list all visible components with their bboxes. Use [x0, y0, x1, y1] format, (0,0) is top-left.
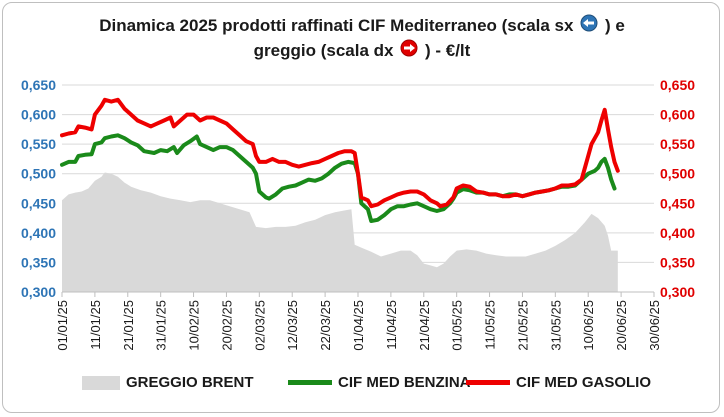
- y-right-tick-label: 0,300: [660, 284, 695, 300]
- title-line-1: Dinamica 2025 prodotti raffinati CIF Med…: [0, 14, 724, 39]
- x-tick-label: 31/05/25: [548, 300, 563, 351]
- legend-label-benzina: CIF MED BENZINA: [338, 374, 471, 391]
- y-right-tick-label: 0,350: [660, 254, 695, 270]
- legend-label-gasolio: CIF MED GASOLIO: [516, 374, 651, 391]
- y-left-tick-label: 0,550: [21, 136, 56, 152]
- x-tick-label: 11/04/25: [384, 300, 399, 350]
- legend: GREGGIO BRENT CIF MED BENZINA CIF MED GA…: [0, 374, 724, 398]
- y-left-tick-label: 0,600: [21, 107, 56, 123]
- x-tick-label: 20/02/25: [219, 300, 234, 351]
- legend-swatch-benzina: [288, 380, 332, 385]
- x-tick-label: 30/06/25: [647, 300, 662, 351]
- x-tick-label: 10/02/25: [187, 300, 202, 351]
- y-right-tick-label: 0,550: [660, 136, 695, 152]
- x-tick-label: 11/05/25: [483, 300, 498, 350]
- y-left-tick-label: 0,400: [21, 225, 56, 241]
- x-tick-label: 21/04/25: [417, 300, 432, 351]
- y-left-tick-label: 0,650: [21, 77, 56, 93]
- series-line-gasolio: [60, 97, 620, 209]
- chart-plot: 0,300 0,300 0,350 0,350 0,400 0,400 0,450 0,450…: [21, 77, 695, 351]
- right-arrow-badge-icon: [400, 39, 418, 64]
- y-right-tick-label: 0,650: [660, 77, 695, 93]
- legend-item-gasolio: CIF MED GASOLIO: [466, 374, 651, 391]
- legend-item-brent: GREGGIO BRENT: [82, 374, 254, 391]
- chart-title: Dinamica 2025 prodotti raffinati CIF Med…: [0, 14, 724, 64]
- legend-swatch-gasolio: [466, 380, 510, 385]
- x-tick-label: 02/03/25: [252, 300, 267, 351]
- y-right-tick-label: 0,400: [660, 225, 695, 241]
- y-right-tick-label: 0,500: [660, 166, 695, 182]
- y-left-tick-label: 0,450: [21, 195, 56, 211]
- x-tick-label: 11/01/25: [88, 300, 103, 350]
- y-left-tick-label: 0,300: [21, 284, 56, 300]
- x-tick-label: 10/06/25: [581, 300, 596, 351]
- y-left-tick-label: 0,350: [21, 254, 56, 270]
- x-tick-label: 01/01/25: [55, 300, 70, 351]
- legend-item-benzina: CIF MED BENZINA: [288, 374, 471, 391]
- x-tick-label: 12/03/25: [285, 300, 300, 351]
- x-tick-label: 20/06/25: [614, 300, 629, 351]
- legend-label-brent: GREGGIO BRENT: [126, 374, 254, 391]
- x-tick-label: 21/05/25: [515, 300, 530, 351]
- x-tick-label: 31/01/25: [154, 300, 169, 351]
- x-tick-label: 01/04/25: [351, 300, 366, 351]
- x-tick-label: 21/01/25: [121, 300, 136, 351]
- series-area-brent: [62, 172, 618, 292]
- y-left-tick-label: 0,500: [21, 166, 56, 182]
- y-right-tick-label: 0,600: [660, 107, 695, 123]
- x-tick-label: 01/05/25: [450, 300, 465, 351]
- x-tick-label: 22/03/25: [318, 300, 333, 351]
- title-line-2: greggio (scala dx ) - €/lt: [0, 39, 724, 64]
- left-arrow-badge-icon: [580, 14, 598, 39]
- y-right-tick-label: 0,450: [660, 195, 695, 211]
- legend-swatch-brent: [82, 375, 120, 390]
